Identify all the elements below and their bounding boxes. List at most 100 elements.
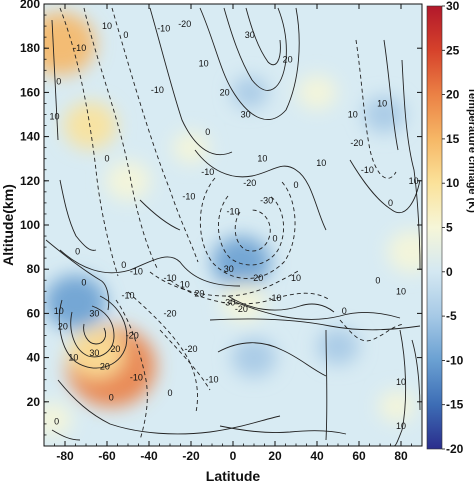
anomaly-region <box>44 12 96 76</box>
anomaly-region <box>231 337 277 378</box>
colorbar-gradient <box>426 5 443 450</box>
contour-label: 20 <box>58 322 68 332</box>
anomaly-region <box>231 76 268 109</box>
contour-line <box>70 305 115 358</box>
contour-line <box>355 39 397 179</box>
contour-label: 10 <box>54 306 64 316</box>
contour-line <box>159 329 211 391</box>
contour-line <box>223 7 287 91</box>
contour-line <box>51 19 59 141</box>
contour-label: 10 <box>68 353 78 363</box>
x-axis-title: Latitude <box>206 468 261 484</box>
contour-line <box>199 7 300 120</box>
contour-label: 0 <box>121 260 126 270</box>
contour-label: 0 <box>54 417 59 427</box>
contour-label: -10 <box>182 191 195 201</box>
contour-label: -10 <box>151 85 164 95</box>
contour-label: 20 <box>283 54 293 64</box>
anomaly-region <box>105 161 151 201</box>
contour-label: 10 <box>348 110 358 120</box>
y-tick-label: 180 <box>20 41 40 55</box>
contour-label: 30 <box>224 264 234 274</box>
colorbar-tick-label: 20 <box>446 88 460 102</box>
contour-lines <box>45 7 421 446</box>
colorbar-tick-label: -10 <box>446 353 464 367</box>
contour-line <box>229 299 401 320</box>
contour-label: 20 <box>100 361 110 371</box>
contour-label: 0 <box>81 277 86 287</box>
x-tick-label: 0 <box>230 449 237 463</box>
y-tick-label: 60 <box>27 306 41 320</box>
contour-line <box>393 329 407 446</box>
contour-label: -20 <box>243 178 256 188</box>
contour-line <box>139 199 181 231</box>
contour-label: -10 <box>130 372 143 382</box>
x-tick-label: -80 <box>56 449 74 463</box>
contour-label: 10 <box>199 59 209 69</box>
y-axis-title: Altitude(km) <box>0 184 16 266</box>
y-tick-label: 20 <box>27 395 41 409</box>
contour-label: -10 <box>205 375 218 385</box>
contour-line <box>401 59 421 271</box>
anomaly-region <box>44 402 72 437</box>
contour-line <box>58 295 128 369</box>
x-axis: -80 -60 -40 -20 0 20 40 60 80 <box>43 4 423 463</box>
contour-line <box>245 7 281 66</box>
contour-line <box>325 329 328 441</box>
contour-label: 0 <box>109 392 114 402</box>
anomaly-region <box>221 282 266 323</box>
y-tick-label: 200 <box>20 0 40 11</box>
y-tick-label: 100 <box>20 218 40 232</box>
anomaly-region <box>317 328 359 366</box>
contour-line <box>209 318 421 331</box>
contour-line <box>339 319 405 342</box>
x-tick-label: -60 <box>98 449 116 463</box>
contour-label: 0 <box>123 30 128 40</box>
contour-label: 10 <box>180 280 190 290</box>
contour-line <box>57 379 281 435</box>
y-tick-label: 140 <box>20 130 40 144</box>
contour-label: -10 <box>201 167 214 177</box>
contour-label: 10 <box>257 154 267 164</box>
contour-line <box>127 291 198 413</box>
contour-line <box>383 39 399 151</box>
contour-label: -20 <box>235 304 248 314</box>
contour-line <box>51 429 81 441</box>
contour-label: 30 <box>89 348 99 358</box>
x-tick-label: 40 <box>310 449 324 463</box>
contour-line <box>59 249 241 287</box>
contour-label: -20 <box>126 331 139 341</box>
contour-label: -10 <box>73 43 86 53</box>
contour-label: -30 <box>260 196 273 206</box>
colorbar-tick-label: 10 <box>446 176 460 190</box>
contour-label: 10 <box>316 158 326 168</box>
contour-label: 10 <box>396 377 406 387</box>
contour-label: -20 <box>178 19 191 29</box>
contour-label: 10 <box>291 273 301 283</box>
contour-label: -30 <box>222 297 235 307</box>
contour-line <box>194 149 327 231</box>
contour-line <box>45 239 110 311</box>
contour-label: 20 <box>220 87 230 97</box>
anomaly-region <box>44 274 107 330</box>
contour-label: 20 <box>253 273 263 283</box>
contour-label: -10 <box>226 207 239 217</box>
contour-line <box>234 209 271 252</box>
colorbar-tick-label: -20 <box>446 442 464 456</box>
anomaly-region <box>387 230 422 273</box>
anomaly-region <box>297 75 337 110</box>
colorbar-ticks: -20 -15 -10 -5 0 5 10 15 20 25 30 <box>442 0 464 456</box>
contour-label: 10 <box>396 286 406 296</box>
anomaly-region <box>212 236 271 289</box>
contour-label: -10 <box>163 273 176 283</box>
contour-label: 0 <box>167 388 172 398</box>
contour-label: -10 <box>121 291 134 301</box>
contour-label: 30 <box>245 30 255 40</box>
contour-label: 0 <box>205 127 210 137</box>
contour-line <box>217 342 327 377</box>
colorbar-tick-label: 0 <box>446 265 453 279</box>
contour-label: 20 <box>194 289 204 299</box>
